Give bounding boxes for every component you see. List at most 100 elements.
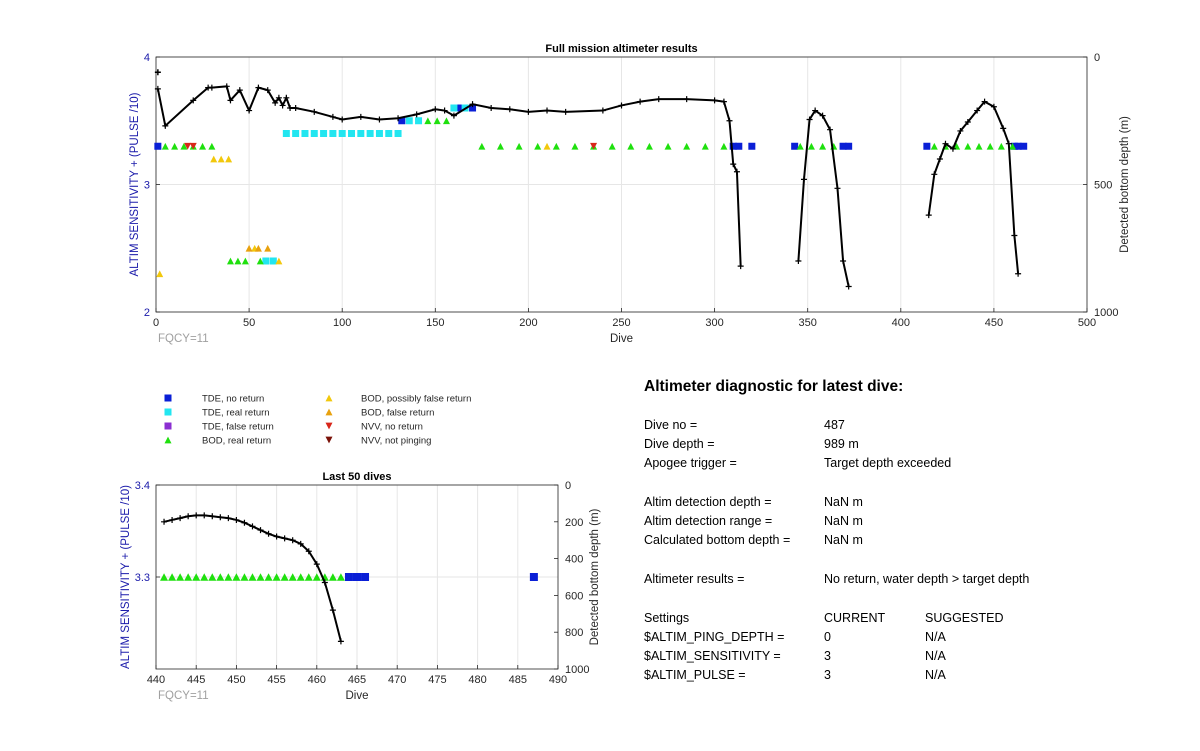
y2-axis-label: Detected bottom depth (m) xyxy=(589,508,601,645)
nvv-no-return-marker xyxy=(189,142,197,150)
settings-header-suggested: SUGGESTED xyxy=(925,611,1004,625)
tde-real-return-marker xyxy=(415,117,423,125)
x-tick-label: 475 xyxy=(428,674,446,686)
depth-point xyxy=(311,108,318,115)
depth-point xyxy=(217,514,224,521)
depth-point xyxy=(720,98,727,105)
tde-real-return-marker xyxy=(282,130,290,137)
diag-value: 989 m xyxy=(824,437,859,451)
bod-real-return-marker xyxy=(433,117,441,125)
depth-point xyxy=(279,102,286,109)
depth-point xyxy=(233,516,240,523)
fqcy-annotation: FQCY=11 xyxy=(158,333,209,345)
diag-label: Calculated bottom depth = xyxy=(644,533,791,547)
x-axis-label: Dive xyxy=(345,690,368,702)
bod-real-return-marker xyxy=(336,573,345,581)
bod-real-return-marker xyxy=(964,142,972,150)
depth-point xyxy=(683,96,690,103)
depth-point xyxy=(161,518,168,525)
depth-point xyxy=(281,535,288,542)
legend-label: NVV, not pinging xyxy=(361,436,431,447)
tde-no-return-marker xyxy=(923,142,931,150)
x-tick-label: 400 xyxy=(892,317,910,329)
x-axis-label: Dive xyxy=(610,333,633,345)
x-tick-label: 470 xyxy=(388,674,406,686)
tde-no-return-marker xyxy=(748,142,756,150)
depth-point xyxy=(819,112,826,119)
bod-real-return-marker xyxy=(208,142,216,150)
y2-tick-label: 800 xyxy=(565,627,583,639)
setting-suggested: N/A xyxy=(925,649,946,663)
bod-real-return-marker xyxy=(328,573,337,581)
bod-possibly-false-marker xyxy=(543,142,551,150)
legend-label: TDE, no return xyxy=(202,394,264,405)
depth-point xyxy=(337,638,344,645)
x-tick-label: 350 xyxy=(799,317,817,329)
depth-point xyxy=(795,258,802,264)
depth-point xyxy=(925,212,932,219)
diag-label: Altimeter results = xyxy=(644,572,745,586)
depth-point xyxy=(246,107,253,114)
depth-point xyxy=(289,537,296,544)
bod-real-return-marker xyxy=(807,142,815,150)
diag-label: Apogee trigger = xyxy=(644,456,737,470)
depth-point xyxy=(275,94,282,101)
depth-point xyxy=(733,168,740,175)
tde-real-return-marker xyxy=(375,130,383,137)
tde-real-return-marker xyxy=(357,130,365,137)
bod-real-return-marker xyxy=(683,142,691,150)
diag-value: NaN m xyxy=(824,533,863,547)
bod-real-return-marker xyxy=(645,142,653,150)
markers-layer xyxy=(154,104,1028,278)
bod-real-return-marker xyxy=(180,142,188,150)
setting-label: $ALTIM_PULSE = xyxy=(644,668,746,682)
x-tick-label: 450 xyxy=(985,317,1003,329)
legend-label: BOD, false return xyxy=(361,408,434,419)
y2-tick-label: 0 xyxy=(565,480,571,492)
tde-no-return-marker xyxy=(839,142,847,150)
bod-real-return-marker xyxy=(701,142,709,150)
depth-point xyxy=(812,107,819,114)
bod-false-marker xyxy=(264,244,272,252)
depth-point xyxy=(1005,140,1012,147)
nvv-no-return-marker xyxy=(590,142,598,150)
bod-real-return-marker xyxy=(478,142,486,150)
depth-point xyxy=(637,98,644,105)
depth-point xyxy=(313,561,320,568)
bod-real-return-marker xyxy=(515,142,523,150)
settings-header-current: CURRENT xyxy=(824,611,886,625)
depth-point xyxy=(329,113,336,120)
depth-point xyxy=(1015,270,1022,277)
bod-real-return-marker xyxy=(664,142,672,150)
depth-point xyxy=(432,106,439,113)
bod-real-return-marker xyxy=(232,573,241,581)
tde-real-return-marker xyxy=(405,117,413,125)
x-tick-label: 0 xyxy=(153,317,159,329)
tde-no-return-marker xyxy=(344,573,353,581)
diag-value: 487 xyxy=(824,418,845,432)
tde-real-return-marker xyxy=(310,130,318,137)
x-tick-label: 440 xyxy=(147,674,165,686)
setting-label: $ALTIM_PING_DEPTH = xyxy=(644,630,785,644)
x-tick-label: 460 xyxy=(308,674,326,686)
markers-layer xyxy=(160,573,538,581)
tde-real-return-marker xyxy=(320,130,328,137)
bod-real-return-marker xyxy=(288,573,297,581)
tde-no-return-marker xyxy=(845,142,853,150)
bod-real-return-marker xyxy=(168,573,177,581)
y2-tick-label: 500 xyxy=(1094,180,1112,192)
tde-no-return-marker xyxy=(456,104,464,112)
tde-no-return-marker xyxy=(353,573,361,581)
y-axis-label: ALTIM SENSITIVITY + (PULSE /10) xyxy=(120,485,132,669)
bod-real-return-marker xyxy=(241,257,249,265)
bod-real-return-marker xyxy=(234,257,242,265)
bod-real-return-marker xyxy=(248,573,257,581)
bod-real-return-marker xyxy=(534,142,542,150)
depth-point xyxy=(834,185,841,192)
bottom-depth-line xyxy=(927,100,1020,274)
depth-point xyxy=(469,101,476,108)
depth-point xyxy=(249,523,256,530)
depth-point xyxy=(506,106,513,113)
depth-point xyxy=(190,97,197,104)
